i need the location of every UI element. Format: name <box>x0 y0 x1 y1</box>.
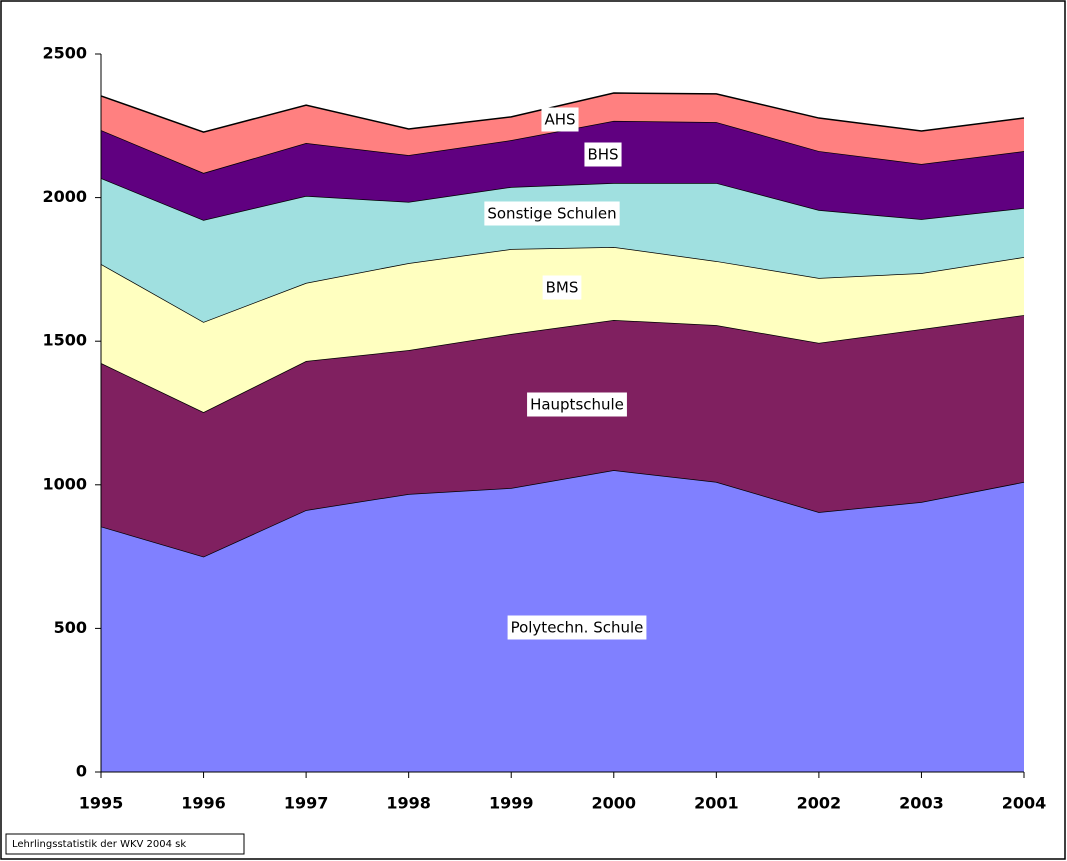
x-tick-label: 2003 <box>899 794 944 813</box>
y-tick-label: 500 <box>54 618 87 637</box>
area-label-bg <box>507 615 647 640</box>
area-label: BMS <box>546 279 579 297</box>
area-label-bg <box>527 392 627 417</box>
area <box>101 178 1024 322</box>
x-tick-label: 1997 <box>284 794 329 813</box>
y-tick-label: 1000 <box>42 474 87 493</box>
x-tick-label: 1995 <box>79 794 124 813</box>
y-tick-label: 0 <box>76 762 87 781</box>
area-label-bg <box>584 142 622 167</box>
area-edge <box>100 92 1025 133</box>
area <box>101 246 1024 413</box>
area-label-bg <box>484 201 620 226</box>
x-tick-label: 1996 <box>181 794 226 813</box>
y-tick-label: 2500 <box>42 44 87 63</box>
y-tick-label: 2000 <box>42 187 87 206</box>
area-label: Polytechn. Schule <box>511 619 644 637</box>
x-tick-label: 1999 <box>489 794 534 813</box>
area-label: BHS <box>587 146 618 164</box>
y-tick-label: 1500 <box>42 331 87 350</box>
area-label-bg <box>541 107 579 132</box>
source-box <box>5 833 245 855</box>
area <box>101 120 1024 221</box>
area-label: Hauptschule <box>530 396 624 414</box>
area-label: AHS <box>544 111 575 129</box>
area <box>101 93 1024 173</box>
area <box>101 315 1024 557</box>
source-note: Lehrlingsstatistik der WKV 2004 sk <box>12 839 186 850</box>
area-label: Sonstige Schulen <box>487 205 616 223</box>
x-tick-label: 2002 <box>797 794 842 813</box>
x-tick-label: 2000 <box>592 794 637 813</box>
x-tick-label: 2001 <box>694 794 739 813</box>
x-tick-label: 1998 <box>386 794 431 813</box>
x-tick-label: 2004 <box>1002 794 1047 813</box>
area-label-bg <box>542 275 582 300</box>
